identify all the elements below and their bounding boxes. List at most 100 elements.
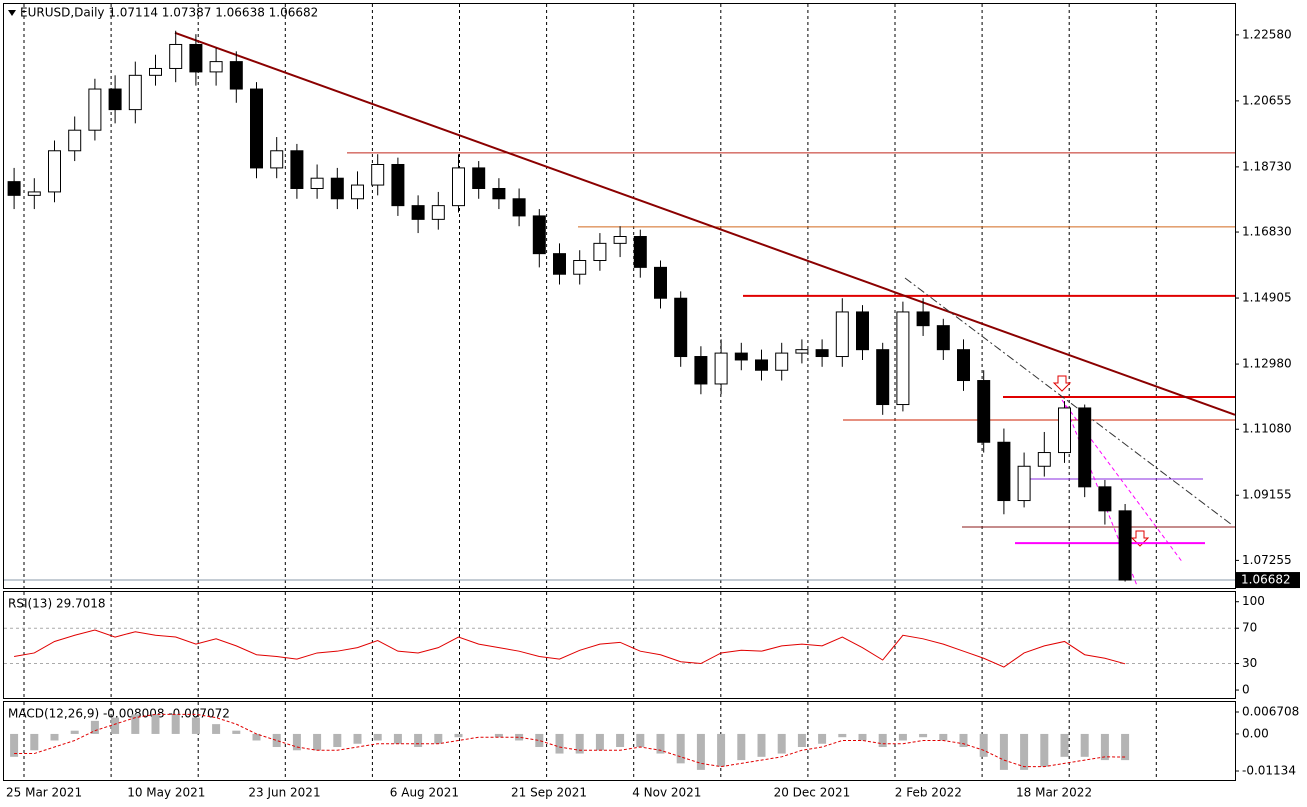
candle-body: [1098, 486, 1112, 512]
candle-body: [310, 177, 324, 189]
macd-bar: [191, 717, 200, 734]
candle-body: [1078, 407, 1092, 488]
candle-body: [573, 260, 587, 275]
last-price-label: 1.06682: [1241, 573, 1291, 587]
candle-body: [553, 253, 566, 275]
macd-bar: [70, 730, 79, 734]
candle-body: [209, 61, 223, 73]
candle-body: [795, 349, 809, 354]
candle-body: [27, 191, 41, 196]
candle-body: [371, 163, 385, 186]
candle-body: [108, 88, 122, 111]
candle-body: [351, 184, 364, 200]
macd-bar: [232, 730, 241, 734]
y-tick-label: 1.18730: [1242, 159, 1292, 173]
y-tick-label: 1.09155: [1242, 488, 1292, 502]
x-tick-label: 25 Mar 2021: [6, 786, 82, 800]
macd-bar: [454, 733, 463, 738]
candle-body: [149, 67, 162, 76]
macd-bar: [757, 733, 766, 757]
candle-body: [815, 349, 829, 358]
candle-body: [68, 129, 82, 152]
trend-line: [904, 277, 1233, 526]
x-tick-label: 4 Nov 2021: [632, 786, 701, 800]
rsi-line: [14, 629, 1126, 668]
x-tick-label: 2 Feb 2022: [895, 786, 962, 800]
macd-bar: [333, 733, 342, 748]
y-tick-label: 1.07255: [1242, 553, 1292, 567]
macd-bar: [111, 717, 120, 734]
y-tick-label: 1.11080: [1242, 422, 1292, 436]
macd-bar: [1100, 733, 1109, 761]
candle-body: [88, 88, 102, 131]
candle-body: [169, 43, 183, 69]
y-tick-label: 1.16830: [1242, 225, 1292, 239]
macd-bar: [777, 733, 786, 754]
candle-body: [472, 167, 486, 189]
candle-body: [734, 352, 748, 361]
macd-bar: [494, 733, 503, 738]
candle-body: [856, 311, 869, 351]
y-tick-label: 30: [1242, 656, 1257, 670]
candle-body: [876, 349, 890, 406]
macd-bar: [616, 733, 625, 748]
macd-bar: [636, 733, 645, 748]
candle-body: [391, 163, 405, 207]
macd-bar: [414, 733, 423, 748]
candle-body: [957, 349, 970, 382]
candle-body: [916, 311, 930, 327]
x-tick-label: 20 Dec 2021: [774, 786, 851, 800]
candle-body: [633, 236, 647, 268]
candle-body: [128, 74, 142, 111]
candle-body: [896, 311, 910, 406]
macd-bar: [252, 733, 261, 741]
macd-bar: [90, 720, 99, 734]
macd-bar: [353, 733, 362, 744]
candle-body: [775, 352, 789, 371]
macd-bar: [898, 733, 907, 741]
down-arrow: [1130, 530, 1150, 547]
macd-bar: [858, 733, 867, 741]
trend-line: [1061, 399, 1184, 564]
candle-body: [755, 359, 768, 371]
x-tick-label: 10 May 2021: [127, 786, 205, 800]
macd-bar: [515, 733, 524, 741]
candle-body: [452, 167, 465, 207]
y-tick-label: 1.14905: [1242, 291, 1292, 305]
macd-bar: [313, 733, 322, 751]
candle-body: [654, 266, 667, 299]
macd-bar: [737, 733, 746, 761]
candle-body: [1118, 510, 1132, 581]
macd-bar: [1020, 733, 1029, 770]
candle-body: [835, 311, 849, 358]
candle-body: [7, 181, 21, 196]
candle-body: [1058, 407, 1071, 454]
signal-arrows: [1052, 375, 1150, 547]
y-tick-label: 100: [1242, 594, 1265, 608]
candle-body: [512, 198, 526, 217]
macd-bar: [838, 733, 847, 738]
y-tick-label: 1.12980: [1242, 357, 1292, 371]
macd-bar: [676, 733, 685, 764]
macd-bar: [10, 733, 19, 757]
rsi-title: RSI(13) 29.7018: [8, 597, 106, 611]
candle-body: [997, 441, 1011, 502]
x-tick-label: 23 Jun 2021: [248, 786, 320, 800]
macd-bar: [939, 733, 948, 741]
last-price-box: [1236, 572, 1300, 589]
macd-bar: [959, 733, 968, 748]
down-arrow: [1052, 375, 1072, 392]
candle-body: [229, 61, 243, 90]
macd-bar: [555, 733, 564, 754]
macd-bar: [696, 733, 705, 770]
signal-line: [14, 713, 1126, 768]
macd-bar: [979, 733, 988, 757]
x-tick-label: 21 Sep 2021: [511, 786, 587, 800]
macd-bar: [919, 733, 928, 738]
macd-bar: [434, 733, 443, 744]
macd-bar: [575, 733, 584, 754]
chart-title: EURUSD,Daily 1.07114 1.07387 1.06638 1.0…: [20, 6, 318, 20]
macd-bar: [1080, 733, 1089, 757]
macd-bar: [1060, 733, 1069, 757]
